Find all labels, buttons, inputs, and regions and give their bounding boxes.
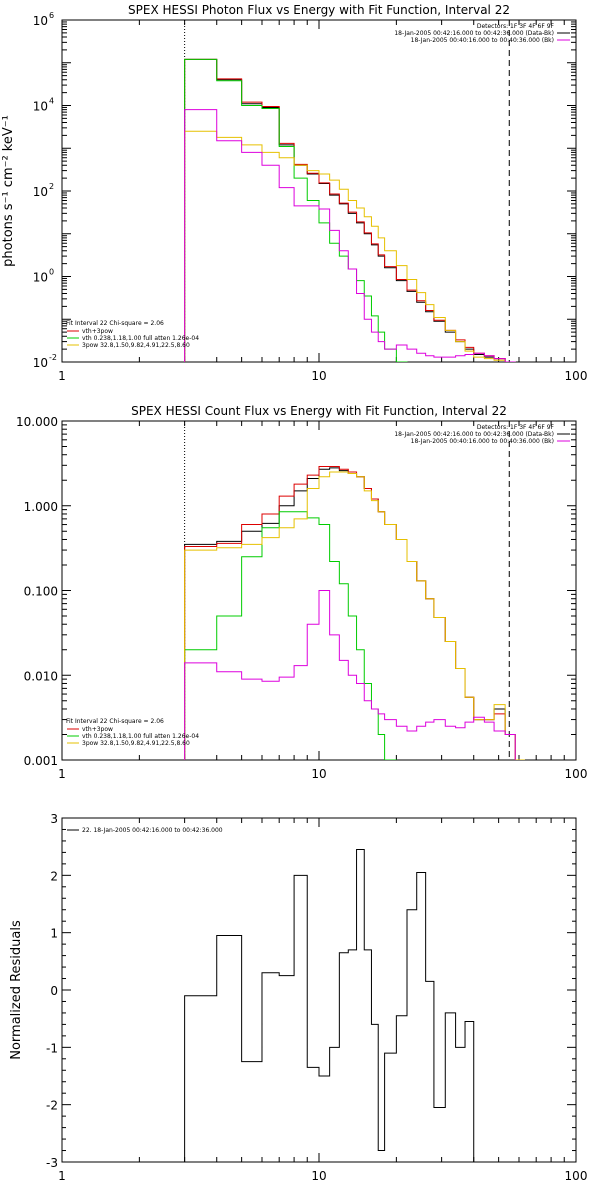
y-tick-label: 3 <box>50 812 58 826</box>
y-tick-label: 10 <box>33 185 48 199</box>
legend-entry: vth+3pow <box>82 726 113 733</box>
x-tick-label: 10 <box>311 767 326 781</box>
legend-entry: Detectors: 1F 3F 4F 6F 9F <box>477 23 555 30</box>
series-line-2 <box>184 466 516 760</box>
x-tick-label: 1 <box>58 369 66 383</box>
y-tick-label: -3 <box>46 1156 58 1170</box>
legend-entry: Detectors: 1F 3F 4F 6F 9F <box>477 424 555 431</box>
x-tick-label: 1 <box>58 767 66 781</box>
y-tick-label: 10 <box>33 14 48 28</box>
legend-entry: vth+3pow <box>82 328 113 335</box>
y-tick-label: 0.100 <box>24 585 58 599</box>
y-tick-exponent: 0 <box>49 268 54 277</box>
series-line-1 <box>184 849 475 1162</box>
x-tick-label: 10 <box>311 369 326 383</box>
series-line-1 <box>184 58 506 362</box>
legend-entry: 18-Jan-2005 00:42:16.000 to 00:42:36.000… <box>394 30 554 37</box>
y-tick-label: 0.010 <box>24 669 58 683</box>
y-tick-label: 10.000 <box>16 415 58 429</box>
y-tick-label: 1 <box>50 927 58 941</box>
y-axis-label: photons s⁻¹ cm⁻² keV⁻¹ <box>1 115 16 267</box>
legend-entry: 3pow 32.8,1.50,9.82,4.91,22.5,8.60 <box>82 740 190 747</box>
series-line-5 <box>184 109 516 362</box>
y-tick-label: 0 <box>50 984 58 998</box>
y-tick-label: 10 <box>33 356 48 370</box>
chart-title: SPEX HESSI Photon Flux vs Energy with Fi… <box>128 3 510 17</box>
x-tick-label: 1 <box>58 1169 66 1183</box>
x-tick-label: 10 <box>311 1169 326 1183</box>
y-tick-label: 10 <box>33 100 48 114</box>
legend-entry: 3pow 32.8,1.50,9.82,4.91,22.5,8.60 <box>82 342 190 349</box>
chart-panel-1: SPEX HESSI Photon Flux vs Energy with Fi… <box>1 3 587 383</box>
y-axis-label: Normalized Residuals <box>9 920 24 1060</box>
legend-entry: 22. 18-Jan-2005 00:42:16.000 to 00:42:36… <box>82 827 223 834</box>
y-tick-label: 2 <box>50 869 58 883</box>
series-line-5 <box>184 590 516 760</box>
y-tick-label: -2 <box>46 1099 58 1113</box>
series-line-4 <box>184 471 525 760</box>
series-line-2 <box>184 58 506 362</box>
legend-entry: 18-Jan-2005 00:42:16.000 to 00:42:36.000… <box>394 431 554 438</box>
legend-entry: vth 0.238,1.18,1.00 full atten 1.26e-04 <box>82 335 199 342</box>
series-line-1 <box>184 467 516 760</box>
y-tick-exponent: 4 <box>49 97 54 106</box>
y-tick-label: 10 <box>33 271 48 285</box>
chart-panel-2: SPEX HESSI Count Flux vs Energy with Fit… <box>16 404 587 781</box>
y-tick-label: 0.001 <box>24 754 58 768</box>
x-tick-label: 100 <box>565 369 588 383</box>
chart-title: SPEX HESSI Count Flux vs Energy with Fit… <box>131 404 507 418</box>
legend-entry: 18-Jan-2005 00:40:16.000 to 00:40:36.000… <box>411 438 554 445</box>
plot-frame <box>61 19 577 363</box>
plot-frame <box>61 817 577 1163</box>
x-tick-label: 100 <box>565 1169 588 1183</box>
y-tick-exponent: 2 <box>49 182 54 191</box>
legend-entry: vth 0.238,1.18,1.00 full atten 1.26e-04 <box>82 733 199 740</box>
y-tick-label: 1.000 <box>24 500 58 514</box>
fit-info: Fit Interval 22 Chi-square = 2.06 <box>66 718 164 725</box>
y-tick-label: -1 <box>46 1041 58 1055</box>
y-tick-exponent: 6 <box>49 11 54 20</box>
series-line-4 <box>184 130 516 362</box>
fit-info: Fit Interval 22 Chi-square = 2.06 <box>66 320 164 327</box>
legend-entry: 18-Jan-2005 00:40:16.000 to 00:40:36.000… <box>411 37 554 44</box>
x-tick-label: 100 <box>565 767 588 781</box>
y-tick-exponent: -2 <box>49 353 57 362</box>
series-line-3 <box>184 58 408 362</box>
